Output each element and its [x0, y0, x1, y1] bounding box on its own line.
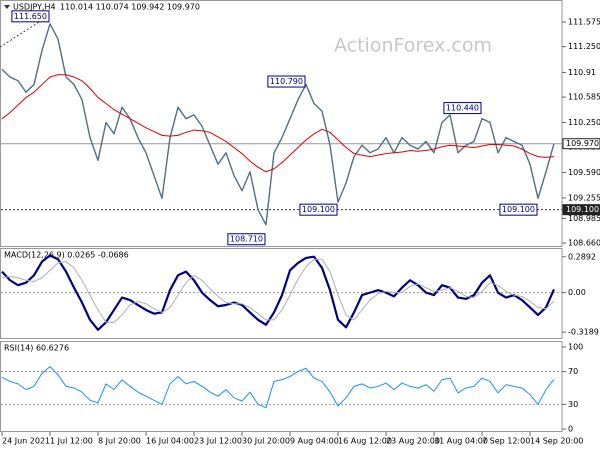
price-label-box [562, 138, 600, 150]
y-tick-label: 110.585 [568, 93, 600, 102]
annotation-label: 110.440 [446, 104, 479, 113]
price-label: 109.970 [566, 139, 599, 148]
annotation-box [227, 233, 266, 246]
x-tick-label: 14 Sep 20:00 [530, 437, 583, 446]
y-tick-label: 109.255 [568, 193, 600, 202]
panel-title: RSI(14) 60.6276 [4, 344, 69, 353]
rsi-panel [0, 341, 563, 432]
x-tick-label: 16 Jul 04:00 [146, 437, 194, 446]
quote: 110.014 110.074 109.942 109.970 [60, 3, 200, 12]
series-line [1, 23, 555, 226]
price-label-box [562, 204, 600, 216]
annotation-label: 110.790 [270, 77, 303, 86]
x-tick-label: 7 Sep 12:00 [482, 437, 530, 446]
annotation-label: 111.650 [14, 12, 47, 21]
series-line [1, 74, 555, 173]
annotation-box [267, 75, 306, 88]
price-label: 109.100 [566, 205, 599, 214]
x-tick-label: 1 Jul 12:00 [50, 437, 93, 446]
x-tick-label: 23 Aug 20:00 [386, 437, 440, 446]
y-tick-label: 30 [568, 400, 578, 409]
annotation-label: 108.710 [230, 235, 263, 244]
symbol-title: USDJPY,H4 [13, 3, 56, 12]
y-tick-label: 70 [568, 367, 578, 376]
y-tick-label: 0 [568, 425, 573, 434]
watermark: ActionForex.com [334, 35, 492, 57]
annotation-box [499, 203, 538, 216]
annotation-label: 109.100 [302, 205, 335, 214]
y-tick-label: 111.250 [568, 42, 600, 51]
annotation-box [299, 203, 338, 216]
x-tick-label: 16 Aug 12:00 [338, 437, 392, 446]
y-tick-label: 108.985 [568, 214, 600, 223]
x-tick-label: 8 Jul 20:00 [98, 437, 141, 446]
y-tick-label: 0.00 [568, 288, 586, 297]
y-tick-label: 111.575 [568, 18, 600, 27]
x-tick-label: 9 Aug 04:00 [290, 437, 339, 446]
series-line [1, 258, 555, 323]
y-tick-label: 108.660 [568, 239, 600, 248]
annotation-box [11, 10, 50, 23]
symbol-icon [4, 5, 10, 9]
annotation-label: 109.100 [502, 205, 535, 214]
x-tick-label: 24 Jun 2021 [2, 437, 50, 446]
series-line [1, 254, 556, 331]
x-tick-label: 23 Jul 12:00 [194, 437, 242, 446]
annotation-box [443, 102, 482, 115]
y-tick-label: 0.2892 [568, 252, 596, 261]
panel-title: MACD(12,26,9) 0.0265 -0.0686 [4, 251, 129, 260]
x-tick-label: 31 Aug 04:00 [434, 437, 488, 446]
series-line [1, 366, 555, 409]
y-tick-label: 110.91 [568, 68, 596, 77]
y-tick-label: 109.590 [568, 168, 600, 177]
macd-panel [0, 248, 563, 339]
x-tick-label: 30 Jul 20:00 [242, 437, 290, 446]
y-tick-label: 100 [568, 342, 583, 351]
price-panel [0, 0, 563, 247]
y-tick-label: 110.250 [568, 118, 600, 127]
y-tick-label: -0.3189 [568, 328, 599, 337]
